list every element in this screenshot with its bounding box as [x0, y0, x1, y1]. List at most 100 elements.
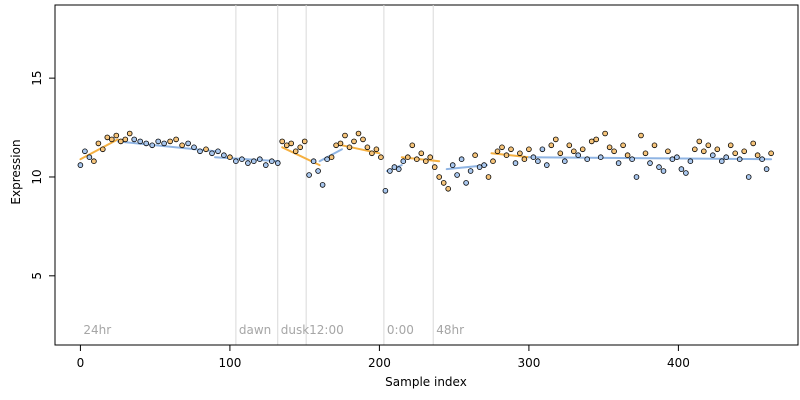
data-point — [342, 132, 348, 139]
data-point — [391, 164, 398, 170]
region-label: dusk — [281, 323, 309, 337]
data-point — [227, 154, 233, 161]
data-point — [763, 166, 770, 172]
data-point — [109, 136, 115, 143]
data-point — [512, 160, 519, 166]
data-point — [373, 146, 380, 153]
data-point — [185, 140, 191, 147]
region-label: 48hr — [436, 323, 464, 337]
data-point — [100, 146, 106, 153]
series-line-segment — [527, 156, 773, 161]
data-point — [718, 158, 725, 165]
data-point — [499, 144, 505, 151]
y-axis-title: Expression — [9, 139, 23, 204]
data-point — [476, 164, 483, 170]
data-point — [268, 158, 275, 165]
data-point — [754, 152, 761, 159]
data-point — [732, 150, 738, 157]
data-point — [143, 140, 150, 147]
data-point — [665, 148, 671, 155]
data-point — [638, 132, 644, 139]
data-point — [575, 152, 581, 159]
data-point — [118, 138, 124, 145]
data-point — [369, 150, 375, 157]
data-point — [543, 162, 550, 168]
data-point — [691, 146, 698, 153]
data-point — [104, 134, 111, 141]
data-point — [656, 164, 662, 170]
data-point — [490, 158, 496, 165]
data-point — [427, 154, 434, 161]
data-point — [251, 158, 257, 165]
data-point — [173, 136, 179, 143]
data-point — [126, 130, 133, 137]
data-point — [624, 152, 631, 159]
data-point — [155, 138, 162, 145]
y-axis: 5 10 15 — [30, 70, 56, 280]
data-point — [279, 138, 286, 145]
data-point — [633, 174, 640, 180]
data-point — [113, 132, 120, 139]
data-point — [736, 156, 743, 163]
data-point — [215, 148, 221, 155]
data-point — [288, 140, 295, 147]
data-point — [548, 142, 555, 149]
data-point — [463, 180, 469, 186]
data-point — [86, 154, 93, 161]
region-label: dawn — [239, 323, 271, 337]
data-point — [727, 142, 734, 149]
data-point — [674, 154, 680, 161]
data-point — [360, 136, 366, 143]
data-point — [239, 156, 245, 163]
data-point — [570, 148, 577, 155]
data-point — [445, 186, 452, 192]
data-point — [409, 142, 416, 149]
data-point — [197, 148, 203, 155]
x-tick-label: 300 — [517, 356, 540, 370]
data-point — [203, 146, 209, 153]
data-point — [588, 138, 595, 145]
data-point — [579, 146, 586, 153]
data-point — [355, 130, 362, 137]
data-point — [714, 146, 721, 153]
data-point — [552, 136, 559, 143]
data-point — [400, 158, 407, 165]
data-point — [503, 152, 510, 159]
data-point — [364, 144, 371, 151]
data-point — [678, 166, 685, 172]
x-axis-title: Sample index — [385, 375, 467, 389]
data-point — [319, 182, 326, 188]
data-point — [539, 146, 546, 153]
data-point — [485, 174, 492, 180]
data-point — [593, 136, 599, 143]
data-point — [700, 148, 707, 155]
data-point — [262, 162, 269, 168]
series-line-segment — [214, 156, 281, 163]
data-points — [77, 130, 774, 194]
data-point — [221, 152, 227, 159]
data-point — [651, 142, 658, 149]
data-point — [696, 138, 703, 145]
data-point — [209, 150, 215, 157]
data-point — [669, 156, 676, 163]
data-point — [382, 188, 389, 194]
data-point — [530, 154, 537, 161]
data-point — [351, 138, 357, 145]
data-point — [561, 158, 568, 165]
data-point — [131, 136, 138, 143]
data-point — [310, 158, 317, 165]
data-point — [557, 150, 564, 157]
data-point — [306, 172, 312, 178]
x-tick-label: 200 — [368, 356, 391, 370]
data-point — [324, 156, 330, 163]
data-point — [508, 146, 514, 153]
data-point — [449, 162, 456, 168]
x-tick-label: 400 — [667, 356, 690, 370]
data-point — [233, 158, 239, 165]
data-point — [315, 168, 321, 174]
data-point — [191, 144, 197, 151]
data-point — [346, 144, 353, 151]
data-point — [431, 164, 438, 170]
x-tick-label: 0 — [77, 356, 85, 370]
